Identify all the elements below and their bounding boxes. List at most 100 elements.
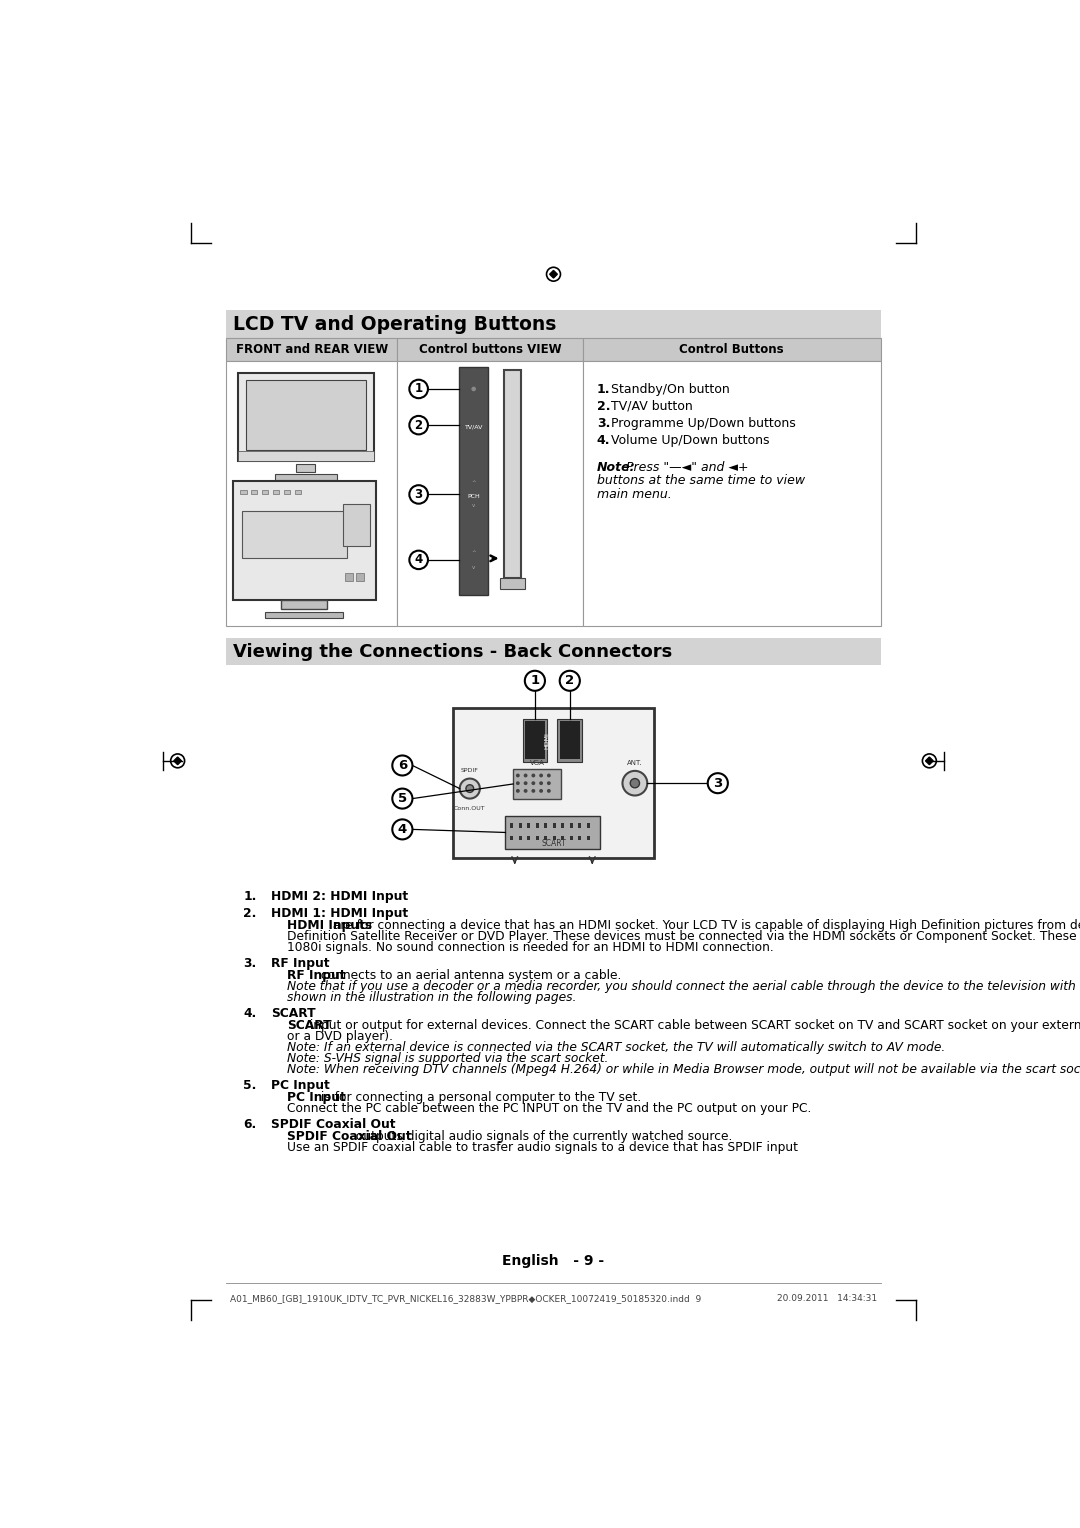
Bar [557, 720, 582, 761]
Text: Use an SPDIF coaxial cable to trasfer audio signals to a device that has SPDIF i: Use an SPDIF coaxial cable to trasfer au… [287, 1141, 798, 1154]
Circle shape [516, 788, 519, 793]
Text: 4: 4 [397, 824, 407, 836]
Bar [553, 836, 556, 840]
Bar [562, 836, 565, 840]
Text: Note: If an external device is connected via the SCART socket, the TV will autom: Note: If an external device is connected… [287, 1041, 945, 1054]
Text: HDMI 1: HDMI Input: HDMI 1: HDMI Input [271, 906, 408, 920]
Text: RF Input: RF Input [287, 969, 346, 983]
Bar [544, 836, 548, 840]
Text: 4.: 4. [243, 1007, 257, 1019]
Text: PCH: PCH [468, 494, 480, 500]
Polygon shape [174, 756, 181, 764]
Text: SCART: SCART [287, 1019, 332, 1031]
Bar [232, 481, 376, 601]
Bar [586, 824, 590, 828]
Bar [281, 601, 327, 610]
Circle shape [531, 781, 536, 785]
Bar [513, 769, 562, 799]
Text: 3: 3 [415, 487, 422, 501]
Text: Viewing the Connections - Back Connectors: Viewing the Connections - Back Connector… [232, 642, 672, 660]
Text: 1: 1 [530, 674, 540, 688]
Circle shape [546, 773, 551, 778]
Text: 5.: 5. [243, 1079, 257, 1093]
Text: VGA: VGA [530, 759, 544, 766]
Text: 6.: 6. [243, 1118, 257, 1131]
Text: A01_MB60_[GB]_1910UK_IDTV_TC_PVR_NICKEL16_32883W_YPBPR◆OCKER_10072419_50185320.i: A01_MB60_[GB]_1910UK_IDTV_TC_PVR_NICKEL1… [230, 1294, 702, 1303]
Circle shape [524, 788, 527, 793]
Text: 1.: 1. [243, 891, 257, 903]
Text: 2: 2 [415, 419, 422, 431]
Text: input or output for external devices. Connect the SCART cable between SCART sock: input or output for external devices. Co… [306, 1019, 1080, 1031]
Text: Conn.OUT: Conn.OUT [454, 807, 486, 811]
Bar [570, 824, 572, 828]
Bar [544, 824, 548, 828]
Polygon shape [926, 756, 933, 764]
Circle shape [524, 773, 527, 778]
Text: Volume Up/Down buttons: Volume Up/Down buttons [611, 434, 769, 446]
Circle shape [559, 671, 580, 691]
Bar [284, 490, 291, 495]
Circle shape [471, 387, 476, 391]
Text: SCART: SCART [271, 1007, 316, 1019]
Bar [274, 474, 337, 480]
Circle shape [409, 550, 428, 568]
Text: HDMI: HDMI [544, 732, 550, 749]
Bar [459, 367, 488, 594]
Circle shape [465, 785, 474, 793]
Circle shape [631, 779, 639, 788]
Circle shape [409, 380, 428, 399]
Bar [562, 824, 565, 828]
Text: ^: ^ [471, 550, 476, 555]
Text: ANT.: ANT. [627, 761, 643, 767]
Bar [578, 836, 581, 840]
Bar [238, 451, 374, 461]
Circle shape [392, 788, 413, 808]
Text: 1080i signals. No sound connection is needed for an HDMI to HDMI connection.: 1080i signals. No sound connection is ne… [287, 941, 773, 953]
Text: Connect the PC cable between the PC INPUT on the TV and the PC output on your PC: Connect the PC cable between the PC INPU… [287, 1102, 811, 1115]
Circle shape [409, 486, 428, 504]
Text: 2: 2 [565, 674, 575, 688]
Text: PC Input: PC Input [287, 1091, 346, 1105]
Bar [241, 490, 246, 495]
Text: HDMI 2: HDMI Input: HDMI 2: HDMI Input [271, 891, 408, 903]
Text: FRONT and REAR VIEW: FRONT and REAR VIEW [235, 344, 388, 356]
Text: Note: When receiving DTV channels (Mpeg4 H.264) or while in Media Browser mode, : Note: When receiving DTV channels (Mpeg4… [287, 1063, 1080, 1076]
Text: 2.: 2. [243, 906, 257, 920]
Text: connects to an aerial antenna system or a cable.: connects to an aerial antenna system or … [318, 969, 622, 983]
Bar [266, 613, 342, 619]
Text: outputs digital audio signals of the currently watched source.: outputs digital audio signals of the cur… [352, 1131, 732, 1143]
Bar [586, 836, 590, 840]
Text: RF Input: RF Input [271, 957, 329, 970]
Bar [397, 338, 583, 361]
Bar [345, 573, 353, 581]
Bar [262, 490, 268, 495]
Circle shape [409, 416, 428, 434]
Circle shape [531, 788, 536, 793]
Bar [356, 573, 364, 581]
Text: SPDIF: SPDIF [461, 767, 478, 773]
Text: 3: 3 [713, 776, 723, 790]
Text: TV/AV button: TV/AV button [611, 400, 692, 413]
Circle shape [539, 781, 543, 785]
Text: or a DVD player).: or a DVD player). [287, 1030, 393, 1044]
Text: 3.: 3. [243, 957, 257, 970]
Text: SPDIF Coaxial Out: SPDIF Coaxial Out [271, 1118, 396, 1131]
Bar [518, 836, 522, 840]
Text: 4.: 4. [597, 434, 610, 446]
Text: 3.: 3. [597, 417, 610, 429]
Circle shape [516, 773, 519, 778]
Text: HDMI Inputs: HDMI Inputs [287, 918, 372, 932]
Bar [397, 361, 583, 626]
Bar [523, 720, 548, 761]
Text: 4: 4 [415, 553, 422, 567]
Text: 6: 6 [397, 759, 407, 772]
Text: Control buttons VIEW: Control buttons VIEW [419, 344, 562, 356]
Text: v: v [472, 565, 475, 570]
Text: Note:: Note: [597, 461, 635, 474]
Text: SPDIF Coaxial Out: SPDIF Coaxial Out [287, 1131, 411, 1143]
Text: 2.: 2. [597, 400, 610, 413]
Circle shape [392, 755, 413, 776]
Circle shape [546, 781, 551, 785]
Bar [510, 824, 513, 828]
Text: v: v [472, 504, 475, 509]
